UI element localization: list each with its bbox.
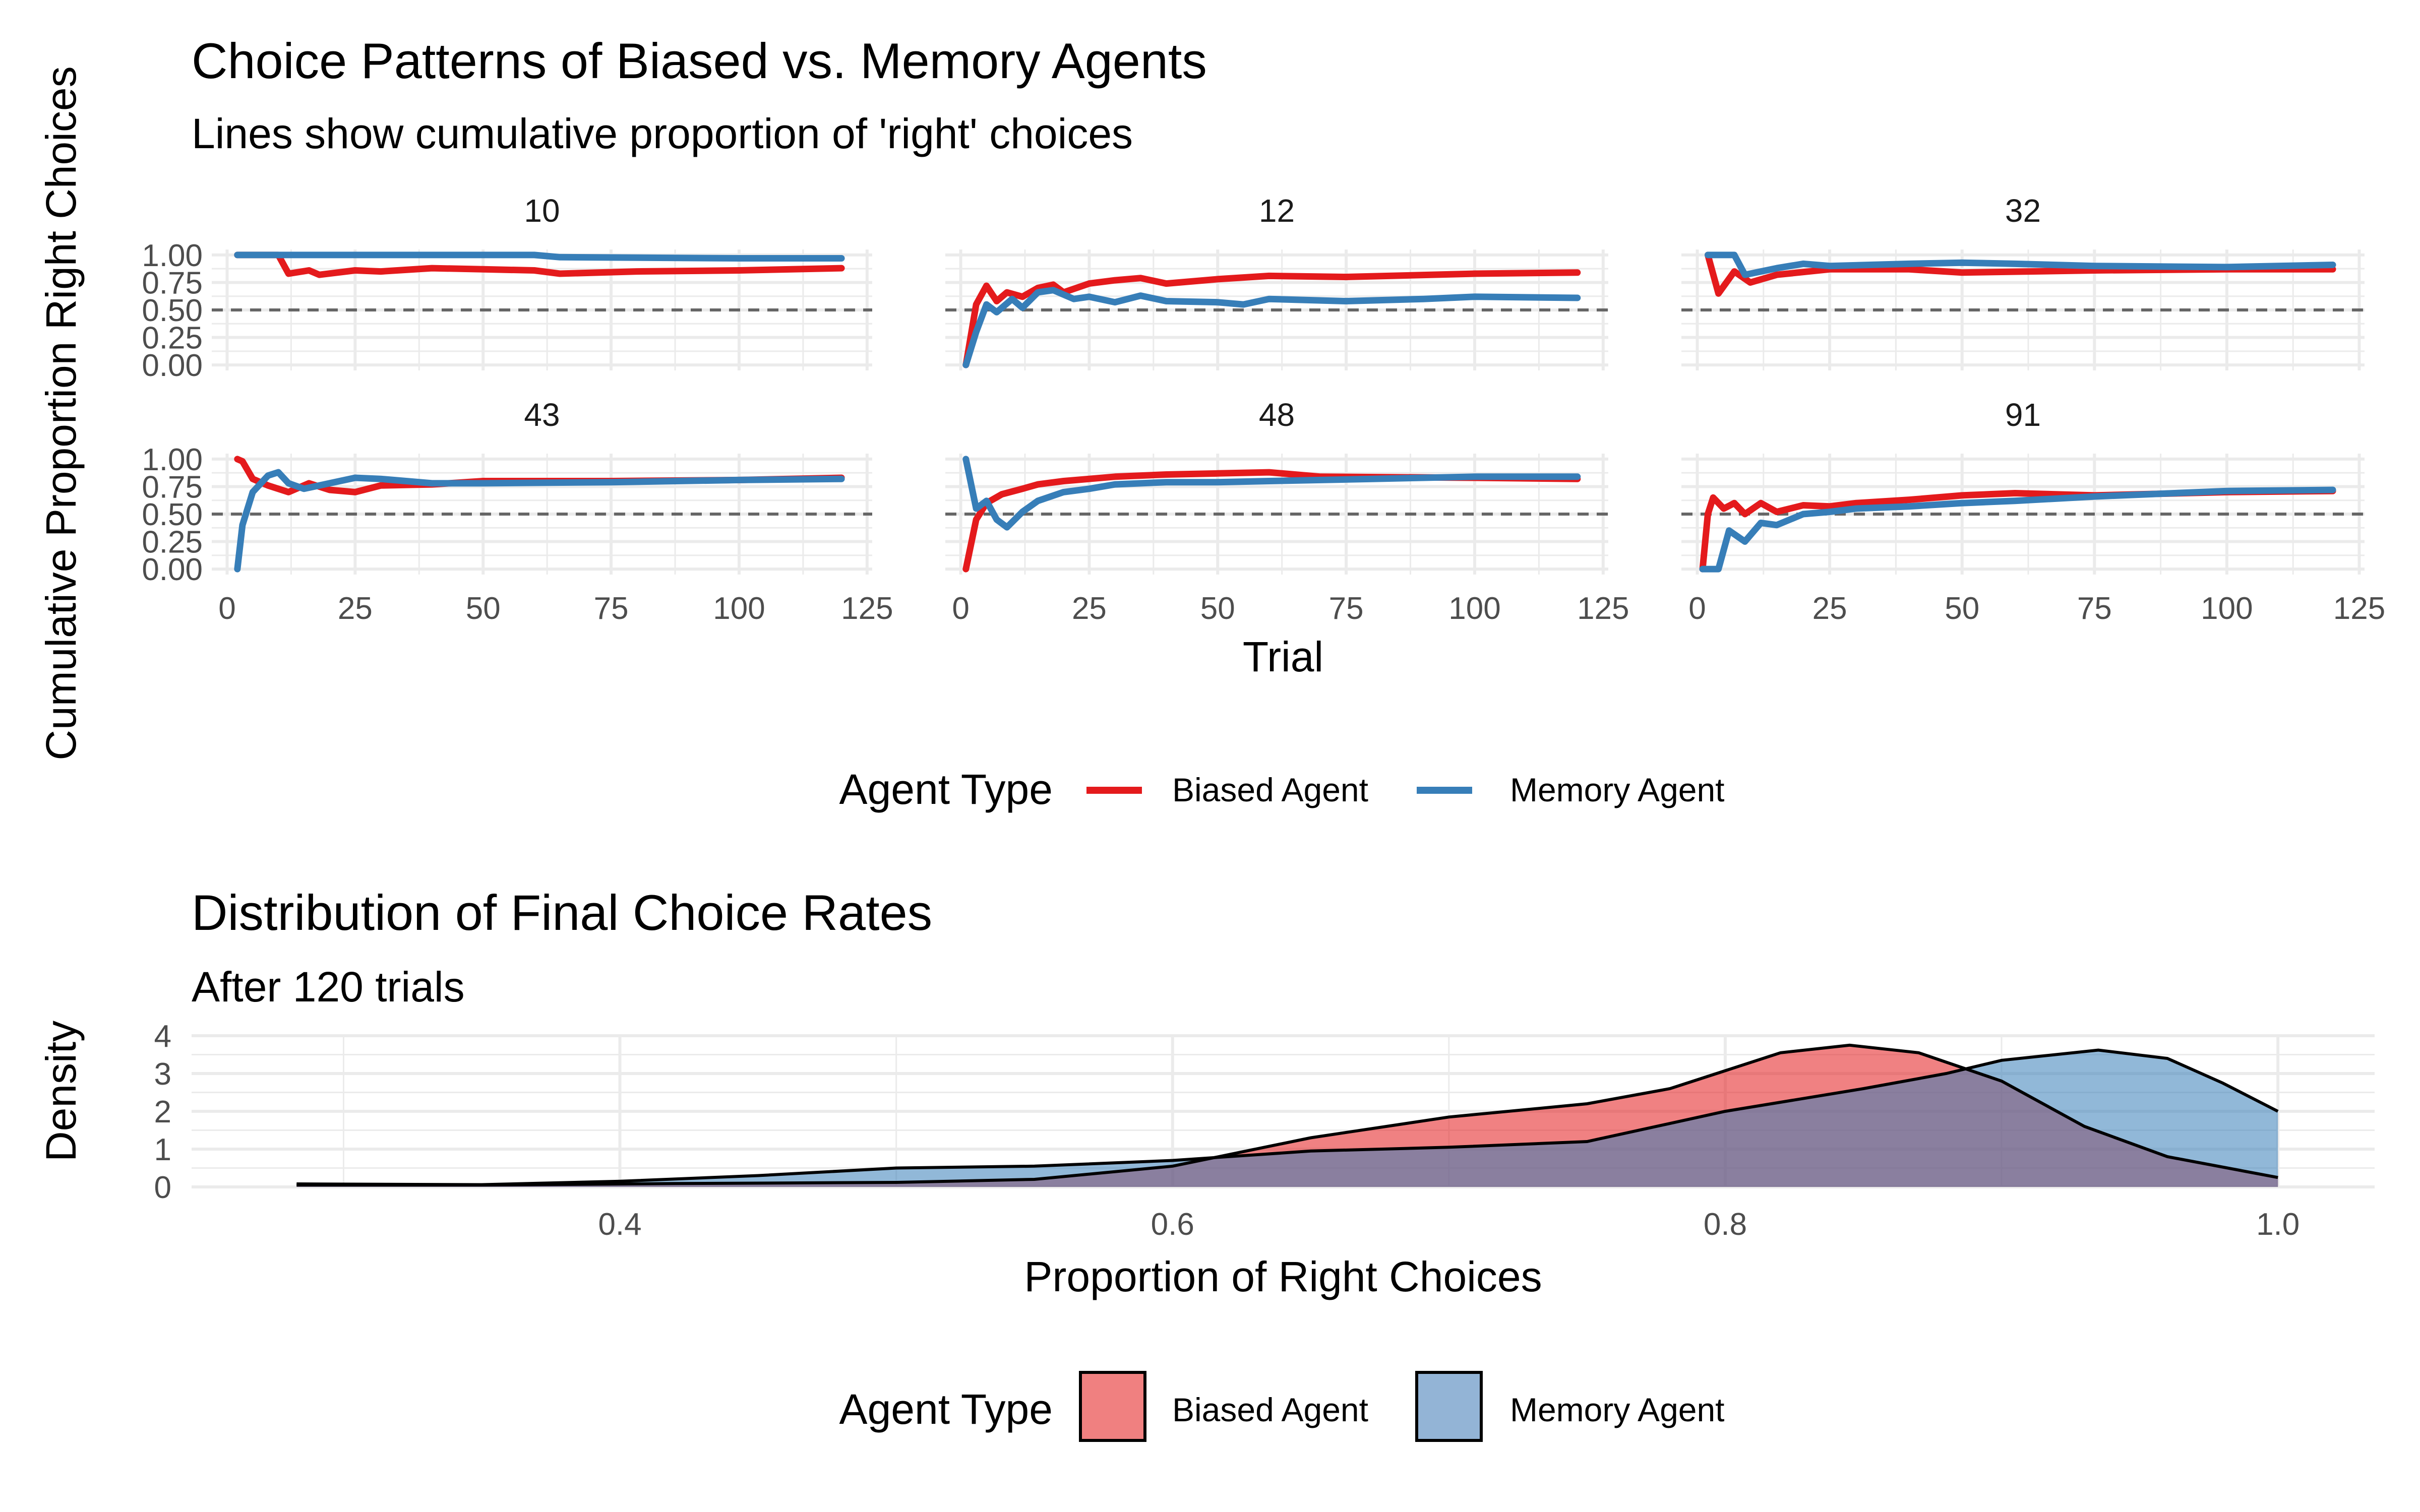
y-tick-label: 0.50 — [142, 497, 203, 532]
density-area-memory-agent — [296, 1050, 2278, 1187]
facet-label-43: 43 — [524, 397, 560, 433]
series-line-biased-agent-facet-12 — [962, 269, 1581, 368]
y-tick-label: 0.25 — [142, 525, 203, 560]
facet-label-32: 32 — [2005, 193, 2041, 229]
facet-label-91: 91 — [2005, 397, 2041, 433]
text-layer: Choice Patterns of Biased vs. Memory Age… — [37, 33, 2385, 1433]
x-tick-label: 100 — [713, 591, 765, 626]
grid-layer — [192, 249, 2375, 1188]
x-tick-label: 50 — [466, 591, 501, 626]
x-tick-label: 25 — [1812, 591, 1847, 626]
series-line-memory-agent-facet-43 — [234, 469, 845, 573]
x-tick-label: 100 — [2201, 591, 2253, 626]
x-tick-label: 125 — [2333, 591, 2385, 626]
legend-label-memory-agent: Memory Agent — [1510, 771, 1725, 808]
x-tick-label: 50 — [1945, 591, 1979, 626]
mark-layer — [212, 251, 2365, 1442]
x-tick-label: 75 — [2077, 591, 2112, 626]
y-tick-label: 0.00 — [142, 552, 203, 587]
bottom-chart-subtitle: After 120 trials — [192, 963, 465, 1011]
series-line-biased-agent-facet-91 — [1699, 487, 2336, 573]
facet-label-10: 10 — [524, 193, 560, 229]
series-line-biased-agent-facet-10 — [234, 251, 845, 278]
bottom-chart-title: Distribution of Final Choice Rates — [192, 885, 932, 940]
x-tick-label: 25 — [338, 591, 373, 626]
y-tick-label: 1.00 — [142, 238, 203, 273]
series-line-memory-agent-facet-12 — [962, 287, 1581, 368]
y-tick-label: 2 — [154, 1095, 171, 1129]
y-tick-label: 1.00 — [142, 443, 203, 477]
x-tick-label: 0.6 — [1151, 1207, 1194, 1242]
y-tick-label: 0.25 — [142, 321, 203, 356]
x-tick-label: 25 — [1072, 591, 1107, 626]
series-line-memory-agent-facet-10 — [234, 251, 845, 262]
y-tick-label: 0.75 — [142, 470, 203, 505]
series-line-biased-agent-facet-48 — [962, 469, 1581, 573]
legend-label-biased-agent: Biased Agent — [1172, 771, 1368, 808]
top-chart-subtitle: Lines show cumulative proportion of 'rig… — [192, 110, 1133, 157]
x-tick-label: 0.8 — [1704, 1207, 1747, 1242]
y-tick-label: 0.75 — [142, 266, 203, 300]
top-legend-title: Agent Type — [839, 766, 1053, 813]
x-tick-label: 0 — [1688, 591, 1706, 626]
x-tick-label: 1.0 — [2256, 1207, 2300, 1242]
series-line-memory-agent-facet-91 — [1699, 486, 2336, 573]
x-tick-label: 50 — [1200, 591, 1235, 626]
x-tick-label: 125 — [1577, 591, 1629, 626]
x-tick-label: 100 — [1448, 591, 1500, 626]
legend-swatch-memory-agent — [1415, 1371, 1483, 1442]
top-y-axis-label: Cumulative Proportion Right Choices — [37, 66, 85, 760]
series-line-memory-agent-facet-32 — [1705, 251, 2336, 278]
y-tick-label: 3 — [154, 1057, 171, 1092]
bottom-legend-title: Agent Type — [839, 1385, 1053, 1433]
facet-label-48: 48 — [1259, 397, 1295, 433]
y-tick-label: 1 — [154, 1132, 171, 1167]
facet-label-12: 12 — [1259, 193, 1295, 229]
top-x-axis-label: Trial — [1243, 633, 1323, 680]
x-tick-label: 75 — [594, 591, 629, 626]
legend-label-biased-agent: Biased Agent — [1172, 1391, 1368, 1428]
x-tick-label: 0 — [952, 591, 969, 626]
legend-label-memory-agent: Memory Agent — [1510, 1391, 1725, 1428]
density-outline-memory-agent — [296, 1048, 2279, 1186]
y-tick-label: 0 — [154, 1170, 171, 1205]
x-tick-label: 75 — [1329, 591, 1364, 626]
y-tick-label: 4 — [154, 1019, 171, 1054]
density-outline-biased-agent — [296, 1043, 2278, 1187]
bottom-x-axis-label: Proportion of Right Choices — [1024, 1253, 1542, 1300]
x-tick-label: 0.4 — [598, 1207, 641, 1242]
y-tick-label: 0.00 — [142, 348, 203, 383]
legend-swatch-biased-agent — [1079, 1371, 1146, 1442]
y-tick-label: 0.50 — [142, 293, 203, 328]
series-line-memory-agent-facet-48 — [962, 456, 1581, 531]
top-chart-title: Choice Patterns of Biased vs. Memory Age… — [192, 33, 1207, 89]
x-tick-label: 0 — [218, 591, 235, 626]
series-line-biased-agent-facet-32 — [1705, 251, 2336, 297]
bottom-y-axis-label: Density — [37, 1021, 85, 1162]
x-tick-label: 125 — [841, 591, 893, 626]
